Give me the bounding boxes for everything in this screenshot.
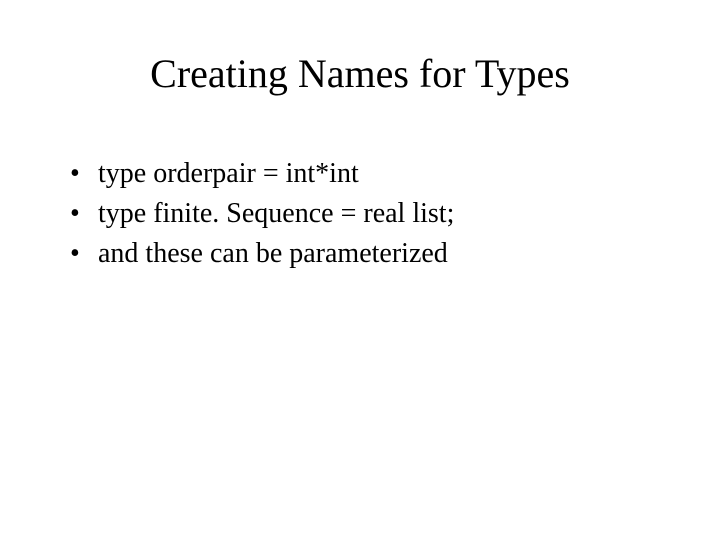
bullet-icon: • — [70, 235, 98, 273]
bullet-icon: • — [70, 155, 98, 193]
list-item: • type finite. Sequence = real list; — [70, 195, 660, 233]
list-item: • and these can be parameterized — [70, 235, 660, 273]
bullet-text: type orderpair = int*int — [98, 155, 660, 193]
slide-title: Creating Names for Types — [0, 50, 720, 97]
list-item: • type orderpair = int*int — [70, 155, 660, 193]
bullet-text: and these can be parameterized — [98, 235, 660, 273]
bullet-icon: • — [70, 195, 98, 233]
bullet-text: type finite. Sequence = real list; — [98, 195, 660, 233]
slide-body: • type orderpair = int*int • type finite… — [70, 155, 660, 274]
slide: Creating Names for Types • type orderpai… — [0, 0, 720, 540]
